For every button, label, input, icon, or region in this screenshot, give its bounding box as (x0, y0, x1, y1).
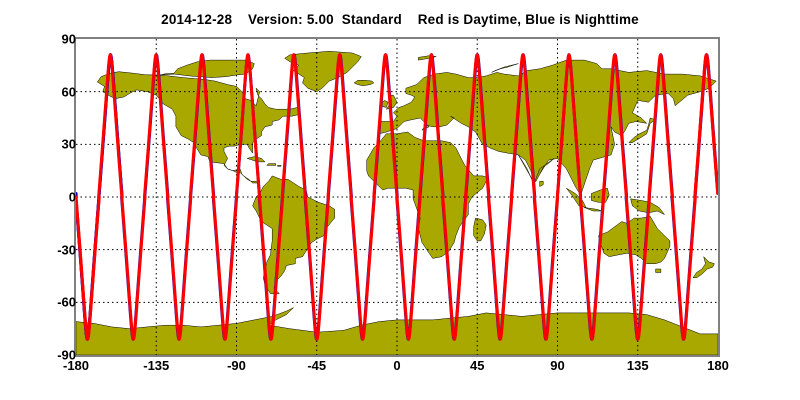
ground-track (76, 195, 101, 341)
chart-title: 2014-12-28 Version: 5.00 Standard Red is… (161, 12, 639, 27)
y-tick-label: 30 (61, 136, 76, 152)
ground-track (142, 53, 193, 341)
y-tick-label: -60 (57, 294, 76, 310)
x-tick-label: -180 (62, 358, 90, 373)
ground-track-layer (76, 53, 718, 341)
ground-track (647, 53, 697, 341)
landmass (366, 131, 489, 259)
x-tick-label: 0 (393, 358, 401, 373)
x-tick-label: 90 (550, 358, 565, 373)
ground-track (97, 53, 147, 341)
landmass (692, 255, 715, 279)
ground-track (372, 53, 422, 341)
x-tick-label: -90 (227, 358, 246, 373)
landmass-layer (76, 51, 718, 355)
ground-track (280, 53, 331, 341)
ground-track (693, 53, 718, 199)
ground-track (555, 53, 606, 341)
landmass (628, 117, 657, 143)
ground-track (463, 53, 514, 341)
x-tick-label: 180 (707, 358, 729, 373)
ground-track (509, 53, 560, 341)
ground-track (418, 53, 468, 341)
landmass (277, 165, 282, 167)
ground-track (188, 53, 239, 341)
landmass (97, 59, 300, 184)
y-tick-label: 90 (61, 31, 76, 47)
y-tick-label: 0 (68, 189, 76, 205)
landmass (518, 154, 555, 184)
x-tick-label: -45 (307, 358, 327, 373)
landmass (539, 180, 544, 187)
landmass (598, 216, 671, 264)
ground-track-map (76, 39, 718, 355)
y-tick-label: -30 (57, 242, 76, 258)
ground-track (326, 53, 376, 341)
landmass (353, 80, 375, 86)
plot-area (76, 39, 718, 355)
ground-track (601, 53, 652, 341)
landmass (266, 163, 276, 166)
x-tick-label: 135 (626, 358, 649, 373)
x-tick-label: 45 (470, 358, 485, 373)
y-tick-label: -90 (57, 347, 76, 363)
y-tick-label: 60 (61, 84, 76, 100)
landmass (491, 63, 519, 73)
x-tick-label: -135 (143, 358, 170, 373)
ground-track (234, 53, 285, 341)
landmass (655, 268, 662, 273)
